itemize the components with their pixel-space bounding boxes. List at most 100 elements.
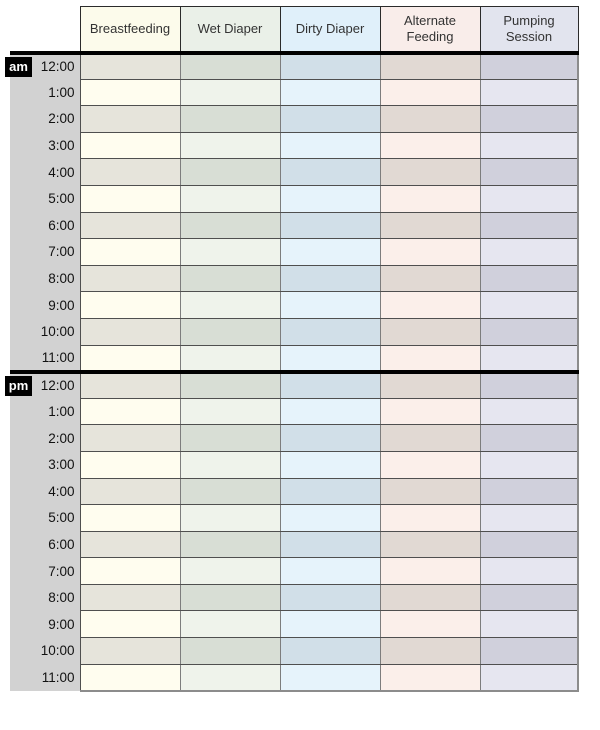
- log-cell: [79, 663, 181, 692]
- log-cell: [179, 610, 281, 639]
- time-cell: 9:00: [10, 610, 80, 638]
- log-cell: [479, 583, 579, 612]
- log-cell: [79, 78, 181, 107]
- log-cell: [279, 637, 381, 665]
- log-cell: [379, 530, 481, 559]
- time-label: 1:00: [48, 404, 75, 420]
- log-row: 11:00: [10, 663, 579, 692]
- meridiem-badge-am: am: [5, 56, 32, 77]
- log-cell: [379, 238, 481, 266]
- time-cell: 3:00: [10, 132, 80, 159]
- log-cell: [279, 504, 381, 532]
- time-cell: 8:00: [10, 584, 80, 611]
- time-label: 10:00: [40, 643, 75, 659]
- log-cell: [279, 105, 381, 133]
- log-cell: [379, 424, 481, 452]
- log-cell: [79, 211, 181, 240]
- time-label: 11:00: [41, 349, 75, 365]
- log-cell: [179, 663, 281, 692]
- time-label: 12:00: [40, 59, 75, 75]
- time-cell: 6:00: [10, 531, 80, 558]
- log-cell: [279, 477, 381, 506]
- log-cell: [479, 291, 579, 319]
- time-cell: 7:00: [10, 238, 80, 266]
- table-body: am 12:00 1:00 2:00 3:00 4:00 5:00 6:00 7:00 8:00 9…: [5, 50, 579, 692]
- log-row: 7:00: [10, 238, 579, 266]
- log-cell: [479, 477, 579, 506]
- log-row: 6:00: [10, 211, 579, 240]
- table-corner-spacer: [10, 7, 80, 53]
- time-cell: 3:00: [10, 451, 80, 478]
- time-label: 8:00: [48, 590, 75, 606]
- log-cell: [179, 211, 281, 240]
- log-cell: [479, 504, 579, 532]
- log-row: 5:00: [10, 504, 579, 532]
- log-row: 1:00: [10, 397, 579, 426]
- log-cell: [379, 504, 481, 532]
- log-cell: [179, 557, 281, 585]
- log-cell: [179, 158, 281, 186]
- log-cell: [279, 530, 381, 559]
- log-row: 2:00: [10, 105, 579, 133]
- time-label: 3:00: [48, 457, 75, 473]
- time-cell: 1:00: [10, 79, 80, 106]
- log-cell: [179, 184, 281, 213]
- log-cell: [279, 211, 381, 240]
- time-cell: 2:00: [10, 105, 80, 133]
- log-cell: [479, 264, 579, 293]
- log-row: 6:00: [10, 530, 579, 559]
- log-row: 2:00: [10, 424, 579, 452]
- time-label: 10:00: [40, 324, 75, 340]
- log-cell: [279, 158, 381, 186]
- column-header-alternate-feeding: Alternate Feeding: [379, 6, 481, 53]
- log-cell: [279, 50, 381, 80]
- time-label: 6:00: [48, 217, 75, 233]
- log-cell: [279, 663, 381, 692]
- log-cell: [379, 450, 481, 479]
- log-cell: [479, 637, 579, 665]
- log-cell: [479, 610, 579, 639]
- baby-log-table: Breastfeeding Wet Diaper Dirty Diaper Alter…: [5, 6, 579, 692]
- log-cell: [479, 211, 579, 240]
- column-header-pumping-session: Pumping Session: [479, 6, 579, 53]
- log-cell: [79, 637, 181, 665]
- log-cell: [379, 78, 481, 107]
- log-cell: [279, 397, 381, 426]
- log-cell: [79, 424, 181, 452]
- time-label: 2:00: [48, 111, 75, 127]
- log-cell: [79, 105, 181, 133]
- log-cell: [379, 610, 481, 639]
- log-cell: [279, 369, 381, 399]
- header-row: Breastfeeding Wet Diaper Dirty Diaper Alter…: [10, 6, 579, 53]
- log-row: 10:00: [10, 637, 579, 665]
- log-cell: [279, 291, 381, 319]
- log-cell: [79, 530, 181, 559]
- log-cell: [379, 477, 481, 506]
- time-cell: 5:00: [10, 185, 80, 213]
- column-header-breastfeeding: Breastfeeding: [79, 6, 181, 53]
- time-label: 8:00: [48, 271, 75, 287]
- log-cell: [379, 369, 481, 399]
- time-label: 7:00: [48, 563, 75, 579]
- log-cell: [379, 211, 481, 240]
- table-header: Breastfeeding Wet Diaper Dirty Diaper Alter…: [10, 6, 579, 53]
- log-cell: [479, 530, 579, 559]
- log-cell: [79, 317, 181, 346]
- log-cell: [379, 557, 481, 585]
- log-cell: [379, 264, 481, 293]
- log-cell: [379, 131, 481, 160]
- time-label: 4:00: [48, 483, 75, 499]
- log-row: 8:00: [10, 583, 579, 612]
- log-cell: [479, 424, 579, 452]
- log-cell: [479, 238, 579, 266]
- log-cell: [79, 158, 181, 186]
- log-row: pm 12:00: [5, 369, 579, 399]
- time-cell: 5:00: [10, 504, 80, 532]
- log-row: 4:00: [10, 477, 579, 506]
- time-cell: am 12:00: [5, 50, 80, 80]
- log-cell: [79, 504, 181, 532]
- time-label: 11:00: [41, 669, 75, 685]
- log-cell: [279, 450, 381, 479]
- log-cell: [79, 50, 181, 80]
- log-cell: [179, 450, 281, 479]
